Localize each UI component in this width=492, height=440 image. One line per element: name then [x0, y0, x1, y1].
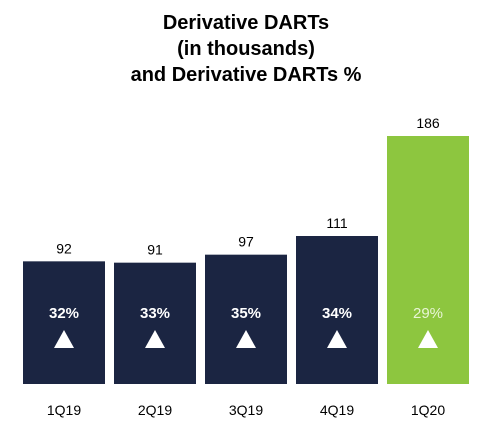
bar-3Q19: [205, 254, 287, 384]
up-triangle-icon: [236, 330, 256, 348]
up-triangle-icon: [145, 330, 165, 348]
value-label-1Q20: 186: [416, 115, 440, 131]
percent-label-1Q19: 32%: [49, 305, 79, 322]
bar-2Q19: [114, 262, 196, 384]
value-label-3Q19: 97: [238, 234, 254, 250]
up-triangle-icon: [54, 330, 74, 348]
tick-label-1Q20: 1Q20: [411, 402, 445, 418]
percent-label-3Q19: 35%: [231, 305, 261, 322]
chart-title-line-1: Derivative DARTs: [162, 12, 330, 34]
percent-label-2Q19: 33%: [140, 305, 170, 322]
percent-label-4Q19: 34%: [322, 305, 352, 322]
value-label-1Q19: 92: [56, 240, 72, 256]
bar-1Q19: [23, 261, 105, 384]
chart-title: Derivative DARTs (in thousands) and Deri…: [0, 10, 492, 88]
tick-label-4Q19: 4Q19: [320, 402, 354, 418]
chart-title-line-3: and Derivative DARTs %: [130, 64, 362, 86]
bar-4Q19: [296, 236, 378, 384]
up-triangle-icon: [418, 330, 438, 348]
chart-title-line-2: (in thousands): [177, 38, 315, 60]
percent-label-1Q20: 29%: [413, 305, 443, 322]
value-label-4Q19: 111: [326, 215, 347, 231]
tick-label-3Q19: 3Q19: [229, 402, 263, 418]
tick-label-2Q19: 2Q19: [138, 402, 172, 418]
up-triangle-icon: [327, 330, 347, 348]
tick-label-1Q19: 1Q19: [47, 402, 81, 418]
value-label-2Q19: 91: [147, 242, 163, 258]
